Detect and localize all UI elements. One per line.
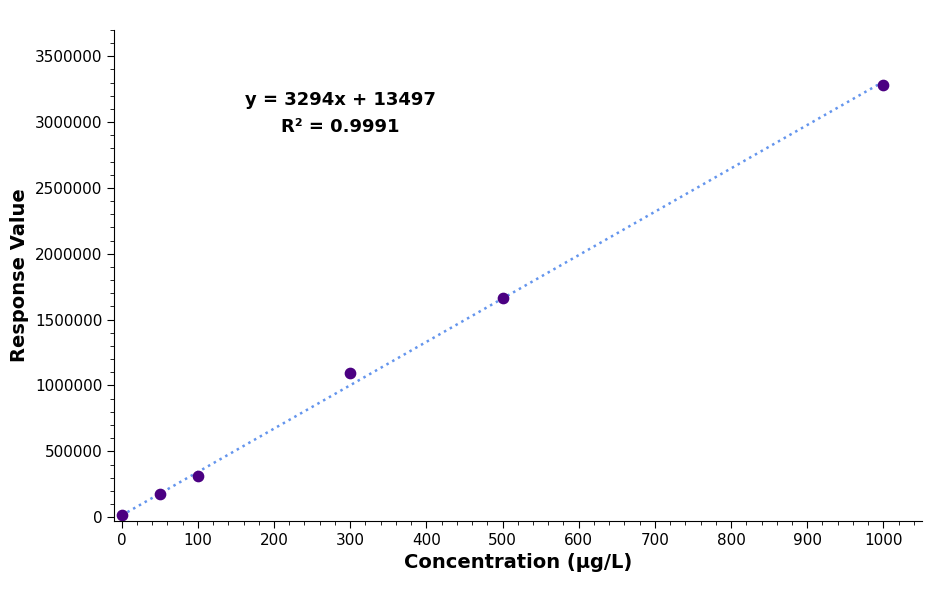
Point (343, 368, 358, 378)
Point (876, 80, 891, 90)
Point (152, 489, 167, 498)
Text: y = 3294x + 13497
R² = 0.9991: y = 3294x + 13497 R² = 0.9991 (245, 91, 435, 135)
Point (495, 294, 510, 303)
X-axis label: Concentration (µg/L): Concentration (µg/L) (404, 553, 632, 573)
Point (190, 471, 205, 481)
Y-axis label: Response Value: Response Value (10, 189, 29, 362)
Point (114, 511, 129, 521)
